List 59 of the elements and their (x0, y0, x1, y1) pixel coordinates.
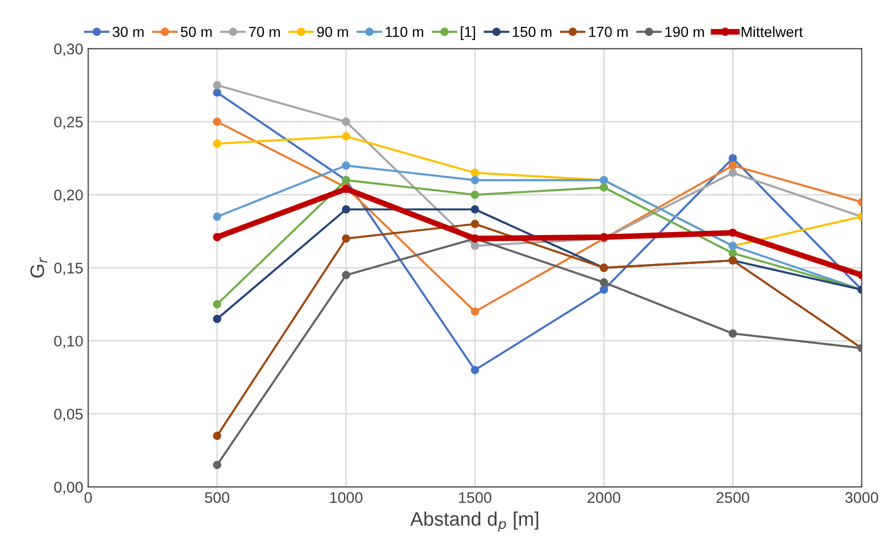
x-tick-label: 2000 (588, 492, 620, 503)
point (212, 139, 222, 148)
y-tick-label: 0,30 (54, 44, 83, 56)
point (600, 286, 608, 294)
legend-label: 150 m (512, 26, 552, 38)
x-axis-title: Abstand d$_{p}$ [m] (410, 512, 538, 532)
y-tick-label: 0,05 (54, 408, 83, 422)
point (600, 183, 608, 192)
point (212, 81, 222, 90)
point (342, 234, 350, 243)
y-tick-label: 0,10 (54, 336, 83, 348)
point (470, 220, 480, 228)
x-tick-label: 500 (204, 492, 230, 503)
point (342, 161, 350, 170)
point (212, 212, 222, 221)
legend-label: 190 m (665, 26, 704, 38)
point (470, 307, 480, 316)
y-tick-label: 0,25 (54, 116, 83, 130)
legend-label: Mittelwert (742, 26, 803, 38)
y-tick-label: 0,00 (54, 482, 83, 494)
x-tick-label: 3000 (845, 492, 878, 503)
y-axis-title: G$_{r}$ (30, 256, 48, 278)
point (212, 118, 222, 126)
point (212, 460, 222, 470)
point (728, 168, 737, 178)
point (470, 205, 480, 214)
point (728, 154, 737, 162)
point (342, 270, 350, 280)
point (728, 161, 737, 170)
point (470, 242, 480, 250)
point (212, 232, 222, 242)
point (728, 249, 737, 258)
point (728, 329, 737, 338)
point (470, 168, 480, 178)
legend-label: 90 m (317, 26, 348, 38)
x-tick-label: 1500 (459, 492, 492, 503)
x-tick-label: 1000 (330, 492, 362, 503)
legend-label: [1] (460, 26, 476, 40)
point (470, 190, 480, 199)
point (342, 205, 350, 214)
point (212, 88, 222, 97)
x-tick-label: 2500 (716, 492, 750, 503)
point (470, 176, 480, 184)
point (212, 300, 222, 308)
legend-label: 170 m (589, 26, 628, 38)
point (342, 118, 350, 126)
x-tick-label: 0 (84, 492, 92, 503)
legend-label: 70 m (249, 26, 280, 38)
y-tick-label: 0,20 (54, 190, 83, 202)
point (342, 132, 350, 140)
legend-label: 110 m (386, 26, 424, 38)
legend-label: 50 m (180, 26, 212, 38)
point (212, 314, 222, 324)
point (600, 278, 608, 287)
point (728, 228, 737, 237)
point (470, 366, 480, 374)
point (212, 432, 222, 440)
y-tick-label: 0,15 (54, 262, 83, 276)
legend-label: 30 m (112, 26, 144, 38)
